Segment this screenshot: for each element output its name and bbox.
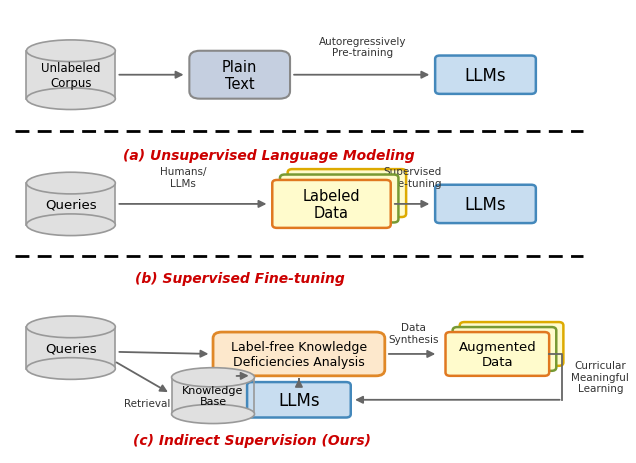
Bar (27, 52, 115, 100)
FancyBboxPatch shape (435, 56, 536, 94)
Text: Retrieval: Retrieval (124, 398, 170, 408)
Text: Queries: Queries (45, 198, 97, 211)
Text: LLMs: LLMs (465, 67, 506, 85)
Text: Labeled
Data: Labeled Data (303, 188, 361, 221)
Ellipse shape (27, 214, 115, 236)
Text: Plain
Text: Plain Text (222, 59, 258, 92)
Text: (a) Unsupervised Language Modeling: (a) Unsupervised Language Modeling (123, 148, 415, 163)
FancyBboxPatch shape (287, 170, 406, 218)
FancyBboxPatch shape (435, 185, 536, 224)
Text: (b) Supervised Fine-tuning: (b) Supervised Fine-tuning (135, 271, 345, 285)
Text: Knowledge
Base: Knowledge Base (183, 385, 244, 407)
Text: LLMs: LLMs (465, 195, 506, 213)
Ellipse shape (172, 368, 254, 387)
Ellipse shape (27, 88, 115, 110)
Bar (172, 377, 254, 414)
FancyBboxPatch shape (453, 327, 556, 371)
Text: Data
Synthesis: Data Synthesis (388, 322, 438, 344)
Ellipse shape (27, 41, 115, 63)
Ellipse shape (27, 173, 115, 194)
Text: Queries: Queries (45, 341, 97, 355)
FancyBboxPatch shape (213, 332, 385, 376)
FancyBboxPatch shape (272, 181, 391, 228)
Text: (c) Indirect Supervision (Ours): (c) Indirect Supervision (Ours) (132, 433, 371, 447)
FancyBboxPatch shape (460, 322, 563, 366)
Text: Augmented
Data: Augmented Data (459, 340, 536, 368)
Text: LLMs: LLMs (278, 391, 320, 409)
Text: Curricular
Meaningful
Learning: Curricular Meaningful Learning (571, 361, 629, 394)
Text: Unlabeled
Corpus: Unlabeled Corpus (41, 62, 100, 89)
FancyBboxPatch shape (445, 332, 549, 376)
FancyBboxPatch shape (280, 175, 398, 223)
Ellipse shape (27, 358, 115, 380)
Ellipse shape (27, 316, 115, 338)
Text: Label-free Knowledge
Deficiencies Analysis: Label-free Knowledge Deficiencies Analys… (231, 340, 367, 368)
Text: Supervised
Fine-tuning: Supervised Fine-tuning (384, 167, 442, 188)
Bar (27, 184, 115, 225)
Bar (27, 327, 115, 369)
FancyBboxPatch shape (190, 52, 290, 100)
Text: Autoregressively
Pre-training: Autoregressively Pre-training (319, 37, 406, 58)
Ellipse shape (172, 405, 254, 424)
Text: Humans/
LLMs: Humans/ LLMs (160, 167, 207, 188)
FancyBboxPatch shape (247, 382, 350, 418)
